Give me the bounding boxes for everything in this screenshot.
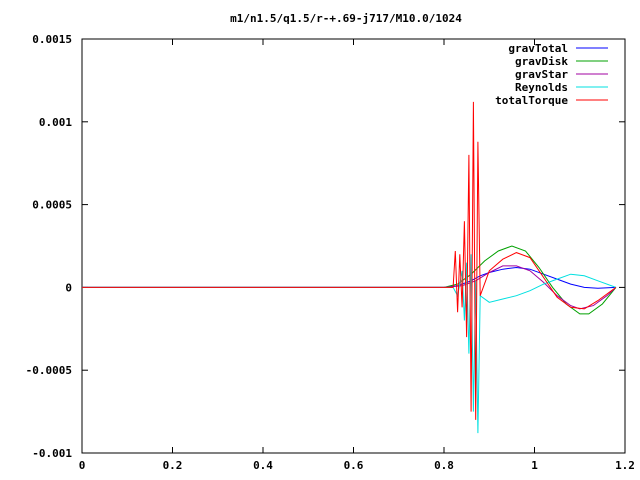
x-tick-label: 0 [79, 459, 86, 472]
legend-label-gravStar: gravStar [515, 68, 568, 81]
y-tick-label: 0 [65, 281, 72, 294]
y-tick-label: 0.001 [39, 116, 72, 129]
series-lines [82, 101, 617, 434]
y-tick-label: 0.0005 [32, 199, 72, 212]
series-line-gravTotal [82, 266, 616, 289]
axes: 0 0.2 0.4 0.6 0.8 1 1.2 -0.001 -0.0005 0 0.0005 0.0… [26, 33, 635, 472]
x-tick-label: 0.4 [253, 459, 273, 472]
x-tick-label: 0.6 [344, 459, 364, 472]
series-line-totalTorque [82, 101, 617, 420]
legend-label-gravDisk: gravDisk [515, 55, 568, 68]
x-tick-label: 1.2 [615, 459, 635, 472]
legend-label-gravTotal: gravTotal [508, 42, 568, 55]
x-tick-label: 0.2 [163, 459, 183, 472]
y-tick-label: 0.0015 [32, 33, 72, 46]
chart-title: m1/n1.5/q1.5/r-+.69-j717/M10.0/1024 [230, 12, 462, 25]
x-tick-label: 1 [531, 459, 538, 472]
y-tick-label: -0.001 [32, 447, 72, 460]
legend: gravTotalgravDiskgravStarReynoldstotalTo… [495, 42, 608, 107]
legend-label-Reynolds: Reynolds [515, 81, 568, 94]
x-tick-label: 0.8 [434, 459, 454, 472]
series-line-Reynolds [82, 254, 617, 434]
legend-label-totalTorque: totalTorque [495, 94, 568, 107]
y-tick-label: -0.0005 [26, 364, 72, 377]
